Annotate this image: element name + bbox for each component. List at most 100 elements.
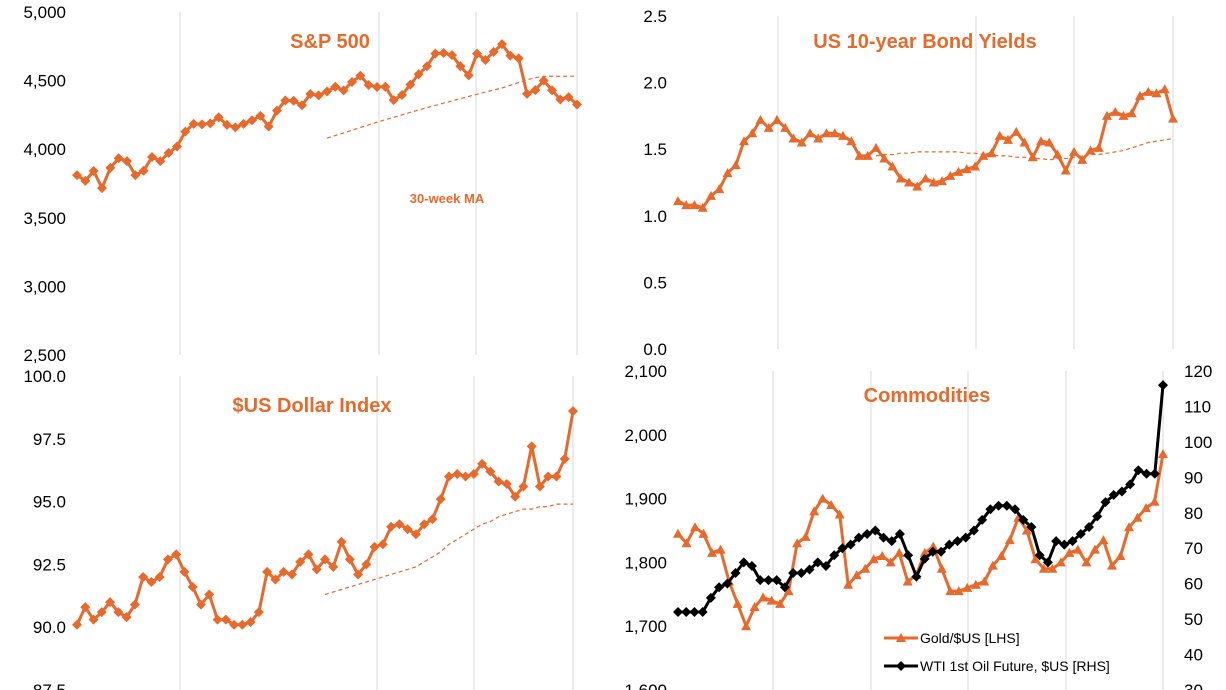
y-tick-label: 2,000 — [624, 426, 667, 445]
data-point — [1004, 535, 1015, 545]
data-point — [912, 181, 923, 191]
data-point — [749, 602, 760, 612]
data-point — [1115, 551, 1126, 561]
data-point — [868, 554, 879, 564]
y2-tick-label: 60 — [1184, 575, 1203, 594]
data-point — [697, 202, 708, 212]
data-point — [1123, 522, 1134, 532]
data-point — [122, 156, 132, 167]
data-point — [286, 569, 297, 580]
data-point — [714, 582, 725, 593]
data-point — [779, 582, 790, 593]
data-point — [272, 105, 282, 116]
data-point — [937, 176, 947, 186]
data-point — [673, 196, 683, 206]
data-point — [739, 136, 749, 146]
data-point — [1158, 448, 1168, 458]
y-tick-label: 2.5 — [643, 7, 667, 26]
data-point — [722, 578, 733, 589]
data-point — [1135, 90, 1145, 100]
data-point — [820, 560, 831, 571]
data-point — [763, 575, 774, 586]
data-point — [690, 522, 701, 532]
data-point — [1067, 536, 1078, 547]
data-point — [862, 529, 873, 540]
data-point — [377, 539, 388, 550]
data-point — [1059, 539, 1070, 550]
data-point — [1084, 521, 1095, 532]
y2-tick-label: 80 — [1184, 504, 1203, 523]
data-point — [72, 619, 82, 630]
data-point — [444, 471, 454, 482]
legend-marker — [896, 633, 906, 642]
data-point — [846, 136, 857, 146]
data-point — [538, 75, 549, 86]
y-tick-label: 1.5 — [643, 140, 667, 159]
data-point — [961, 164, 972, 174]
data-point — [130, 170, 141, 181]
data-point — [792, 538, 803, 548]
y2-tick-label: 120 — [1184, 362, 1212, 381]
data-point — [821, 128, 832, 138]
data-point — [452, 468, 463, 479]
data-point — [775, 598, 786, 608]
y-tick-label: 87.5 — [33, 681, 66, 690]
data-point — [977, 514, 988, 525]
data-point — [196, 599, 206, 610]
data-point — [747, 128, 758, 138]
data-point — [1021, 525, 1032, 535]
data-point — [722, 168, 733, 178]
data-point — [97, 183, 107, 194]
data-point — [313, 90, 324, 101]
chart-title: US 10-year Bond Yields — [813, 31, 1036, 53]
data-point — [388, 95, 399, 106]
data-point — [255, 110, 266, 121]
data-point — [322, 86, 332, 97]
y2-tick-label: 30 — [1184, 681, 1203, 690]
data-point — [547, 85, 557, 96]
data-point — [813, 133, 824, 143]
data-point — [738, 557, 749, 568]
data-point — [920, 173, 931, 183]
data-point — [673, 528, 683, 538]
data-point — [1030, 554, 1041, 564]
data-point — [1036, 136, 1046, 146]
data-point — [402, 524, 413, 535]
data-point — [338, 85, 349, 96]
data-point — [328, 561, 339, 572]
data-point — [1098, 535, 1109, 545]
data-point — [838, 130, 848, 140]
y-tick-label: 1,700 — [624, 617, 667, 636]
data-point — [1108, 490, 1119, 501]
data-point — [1093, 142, 1104, 152]
data-point — [172, 141, 182, 152]
data-point — [1038, 563, 1049, 573]
data-point — [1085, 145, 1096, 155]
data-point — [1026, 521, 1037, 532]
data-point — [730, 568, 741, 579]
data-point — [758, 592, 769, 602]
series-line — [676, 453, 1165, 628]
data-point — [845, 539, 856, 550]
data-point — [572, 99, 582, 110]
data-point — [780, 122, 791, 132]
data-point — [305, 89, 316, 100]
data-point — [278, 566, 289, 577]
data-point — [270, 574, 281, 585]
data-point — [878, 532, 889, 543]
data-point — [1064, 547, 1075, 557]
y-tick-label: 100.0 — [23, 367, 66, 386]
data-point — [871, 142, 881, 152]
data-point — [129, 599, 140, 610]
data-point — [295, 556, 306, 567]
data-point — [1132, 512, 1143, 522]
data-point — [1133, 465, 1144, 476]
data-point — [1003, 134, 1013, 144]
y-tick-label: 2.0 — [643, 74, 667, 93]
data-point — [1075, 529, 1086, 540]
data-point — [212, 614, 223, 625]
data-point — [447, 50, 457, 61]
y-tick-label: 92.5 — [33, 555, 66, 574]
data-point — [877, 551, 888, 561]
data-point — [430, 48, 441, 59]
